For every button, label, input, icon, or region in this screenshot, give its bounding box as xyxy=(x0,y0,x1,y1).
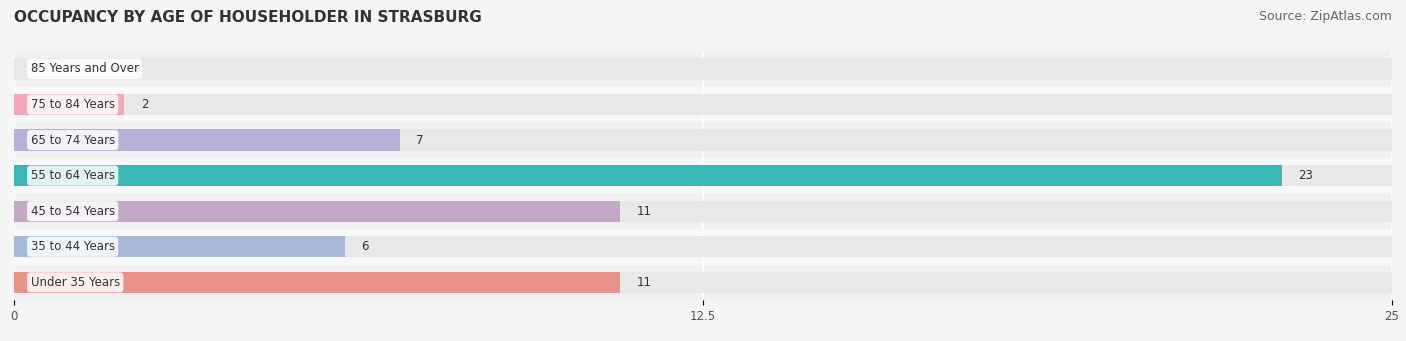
Text: 11: 11 xyxy=(637,276,652,289)
Text: 55 to 64 Years: 55 to 64 Years xyxy=(31,169,115,182)
Bar xyxy=(14,94,1392,115)
Bar xyxy=(14,201,1392,222)
Bar xyxy=(14,122,1392,158)
Text: 75 to 84 Years: 75 to 84 Years xyxy=(31,98,115,111)
Text: 23: 23 xyxy=(1298,169,1313,182)
Bar xyxy=(14,87,1392,122)
Text: 45 to 54 Years: 45 to 54 Years xyxy=(31,205,115,218)
Bar xyxy=(14,236,1392,257)
Text: OCCUPANCY BY AGE OF HOUSEHOLDER IN STRASBURG: OCCUPANCY BY AGE OF HOUSEHOLDER IN STRAS… xyxy=(14,10,482,25)
Bar xyxy=(14,51,1392,87)
Bar xyxy=(14,229,1392,265)
Text: Source: ZipAtlas.com: Source: ZipAtlas.com xyxy=(1258,10,1392,23)
Text: 35 to 44 Years: 35 to 44 Years xyxy=(31,240,115,253)
Text: 85 Years and Over: 85 Years and Over xyxy=(31,62,139,75)
Text: 7: 7 xyxy=(416,134,423,147)
Bar xyxy=(14,165,1282,186)
Bar xyxy=(14,193,1392,229)
Text: 11: 11 xyxy=(637,205,652,218)
Bar xyxy=(14,265,1392,300)
Bar xyxy=(14,158,1392,193)
Bar xyxy=(14,94,124,115)
Text: Under 35 Years: Under 35 Years xyxy=(31,276,120,289)
Bar xyxy=(14,201,620,222)
Bar xyxy=(14,272,620,293)
Bar xyxy=(14,236,344,257)
Bar xyxy=(14,129,399,151)
Text: 2: 2 xyxy=(141,98,148,111)
Bar xyxy=(14,165,1392,186)
Text: 6: 6 xyxy=(361,240,368,253)
Text: 65 to 74 Years: 65 to 74 Years xyxy=(31,134,115,147)
Bar xyxy=(14,58,1392,79)
Bar xyxy=(14,272,1392,293)
Text: 0: 0 xyxy=(31,62,38,75)
Bar xyxy=(14,129,1392,151)
